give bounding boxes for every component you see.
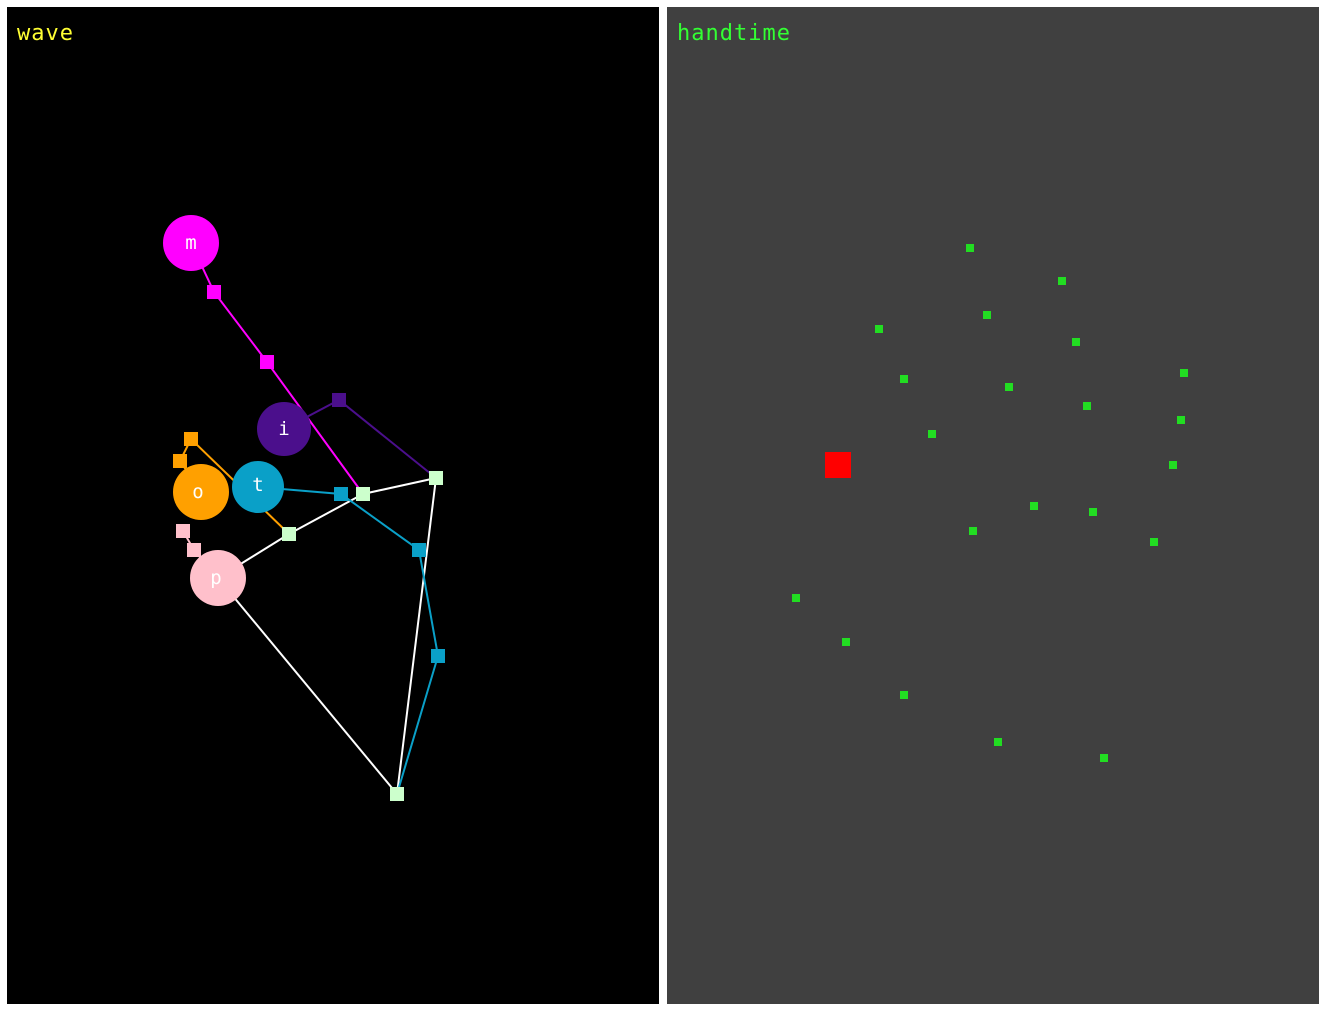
joint-t-3 <box>431 649 445 663</box>
joint-o-1 <box>184 432 198 446</box>
joint-o-2 <box>173 454 187 468</box>
hand-skeleton: m i t o p <box>163 215 445 801</box>
point <box>842 638 850 646</box>
fingertip-i-label: i <box>278 418 289 440</box>
wave-panel: wave <box>7 7 659 1004</box>
point <box>875 325 883 333</box>
point <box>969 527 977 535</box>
wave-panel-title: wave <box>17 21 74 46</box>
point <box>966 244 974 252</box>
point <box>792 594 800 602</box>
fingertip-o <box>173 464 229 520</box>
point <box>1030 502 1038 510</box>
fingertip-p-label: p <box>210 567 221 589</box>
handtime-points <box>792 244 1188 762</box>
joint-m-2 <box>260 355 274 369</box>
point <box>1100 754 1108 762</box>
joint-p-2 <box>187 543 201 557</box>
fingertip-t-label: t <box>252 474 263 496</box>
palm-outline <box>217 477 437 795</box>
palm-joint-wrist <box>390 787 404 801</box>
fingertip-p <box>190 550 246 606</box>
fingertip-m-label: m <box>185 232 196 254</box>
handtime-panel: handtime <box>667 7 1319 1004</box>
joint-m-1 <box>207 285 221 299</box>
point <box>1150 538 1158 546</box>
palm-joint-3 <box>282 527 296 541</box>
point <box>1089 508 1097 516</box>
point <box>928 430 936 438</box>
joint-p-1 <box>176 524 190 538</box>
point <box>1177 416 1185 424</box>
point <box>1058 277 1066 285</box>
joint-t-2 <box>412 543 426 557</box>
joint-t-1 <box>334 487 348 501</box>
point <box>900 375 908 383</box>
point <box>983 311 991 319</box>
point <box>1180 369 1188 377</box>
point <box>1083 402 1091 410</box>
cursor-marker <box>825 452 851 478</box>
point <box>1005 383 1013 391</box>
palm-joint-2 <box>429 471 443 485</box>
palm-joint-1 <box>356 487 370 501</box>
fingertip-i <box>257 402 311 456</box>
fingertip-m <box>163 215 219 271</box>
point <box>1072 338 1080 346</box>
joint-i-1 <box>332 393 346 407</box>
point <box>900 691 908 699</box>
point <box>1169 461 1177 469</box>
fingertip-o-label: o <box>192 481 203 503</box>
fingertip-t <box>232 461 284 513</box>
handtime-panel-title: handtime <box>677 21 791 46</box>
finger-m-bones <box>190 242 364 495</box>
point <box>994 738 1002 746</box>
